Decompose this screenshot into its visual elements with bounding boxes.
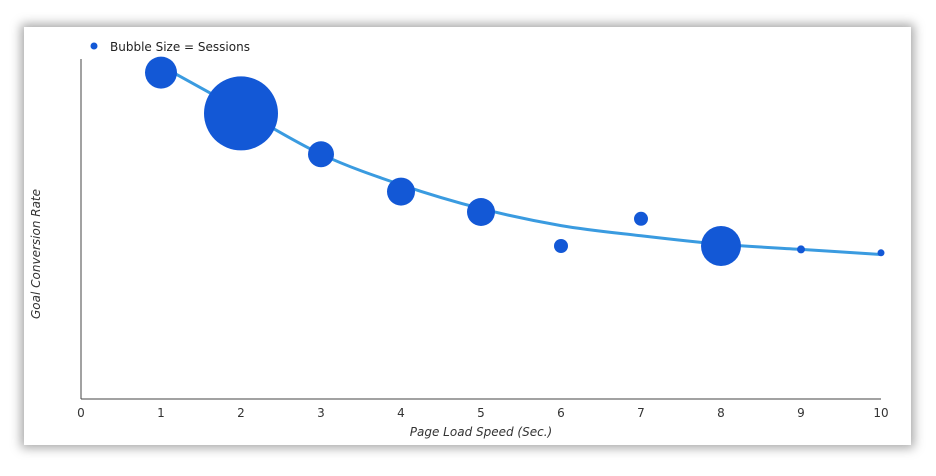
bubble-point [204, 76, 278, 151]
bubble-point [308, 141, 334, 168]
bubble-point [145, 56, 177, 89]
x-tick-label: 1 [157, 406, 165, 420]
bubble-point [634, 211, 648, 226]
x-tick-label: 10 [873, 406, 888, 420]
bubble-point [554, 239, 568, 253]
x-tick-label: 7 [637, 406, 645, 420]
x-axis-title: Page Load Speed (Sec.) [410, 425, 552, 439]
x-tick-label: 3 [317, 406, 325, 420]
legend-bubble-icon [90, 42, 98, 50]
x-tick-label: 0 [77, 406, 85, 420]
legend-label: Bubble Size = Sessions [110, 40, 250, 54]
x-tick-label: 4 [397, 406, 405, 420]
x-tick-label: 8 [717, 406, 725, 420]
trendline [159, 64, 883, 256]
x-tick-label: 5 [477, 406, 485, 420]
bubble-point [387, 177, 415, 206]
bubble-point [467, 198, 495, 226]
bubble-point [797, 245, 805, 254]
bubble-layer [145, 56, 885, 266]
bubble-point [701, 226, 741, 266]
x-tick-label: 6 [557, 406, 565, 420]
trendline-layer [159, 64, 883, 256]
y-axis-title: Goal Conversion Rate [29, 189, 43, 319]
x-tick-label: 2 [237, 406, 245, 420]
x-tick-label: 9 [797, 406, 805, 420]
bubble-chart: 0 1 2 3 4 5 6 7 8 9 10 Page Load Speed (Sec.) Goal… [29, 40, 889, 439]
bubble-point [877, 249, 885, 257]
x-tick-labels: 0 1 2 3 4 5 6 7 8 9 10 [77, 406, 888, 420]
chart-card: 0 1 2 3 4 5 6 7 8 9 10 Page Load Speed (Sec.) Goal… [24, 27, 911, 445]
